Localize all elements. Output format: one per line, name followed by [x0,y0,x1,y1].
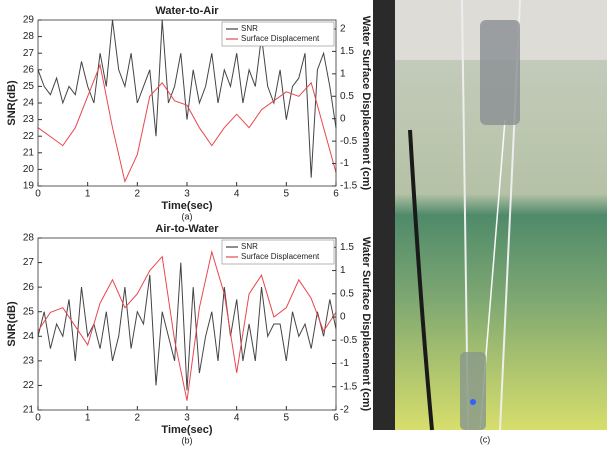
x-tick-label: 6 [333,189,339,200]
y-tick-label: 21 [23,147,35,158]
y-axis-label: SNR(dB) [6,80,18,126]
x-tick-label: 0 [35,413,41,424]
x-tick-label: 3 [184,413,190,424]
x-tick-label: 2 [135,189,141,200]
series-line [37,19,337,178]
x-tick-label: 2 [135,413,141,424]
series-line [37,63,337,184]
y2-tick-label: 0 [340,312,346,323]
caption: (b) [182,435,193,445]
y2-tick-label: -1.5 [340,181,358,192]
y2-tick-label: -1.5 [340,381,358,392]
chart-title: Air-to-Water [155,223,219,235]
photo-device [460,352,486,430]
y-tick-label: 22 [23,131,35,142]
y2-tick-label: 2 [340,24,346,35]
y2-tick-label: -1 [340,158,349,169]
legend-box [221,239,335,265]
y-axis-label: SNR(dB) [6,301,18,347]
legend-label: SNR [241,24,258,33]
photo-frame [373,0,395,430]
y2-tick-label: -0.5 [340,136,358,147]
y-tick-label: 21 [23,405,35,416]
y2-tick-label: 1 [340,265,346,276]
y-tick-label: 19 [23,181,35,192]
y2-tick-label: 0.5 [340,91,354,102]
y2-tick-label: 1.5 [340,242,354,253]
y-tick-label: 25 [23,81,35,92]
y-tick-label: 28 [23,31,35,42]
caption: (a) [182,211,193,221]
legend-label: Surface Displacement [241,252,320,261]
legend-label: SNR [241,242,258,251]
y-tick-label: 26 [23,64,35,75]
y-tick-label: 22 [23,380,35,391]
y2-tick-label: 1 [340,68,346,79]
x-tick-label: 0 [35,189,41,200]
x-tick-label: 1 [85,413,91,424]
series-line [37,262,337,391]
x-axis-label: Time(sec) [161,200,212,212]
y-tick-label: 24 [23,98,35,109]
series-line [37,249,337,401]
y2-tick-label: -2 [340,405,349,416]
photo-device [480,20,520,125]
y2-axis-label: Water Surface Displacement (cm) [360,237,372,412]
y-tick-label: 24 [23,331,35,342]
y-tick-label: 29 [23,15,35,26]
y-tick-label: 26 [23,282,35,293]
y-tick-label: 28 [23,233,35,244]
photo: (c) [373,0,607,444]
x-tick-label: 5 [284,413,290,424]
x-tick-label: 5 [284,189,290,200]
y2-tick-label: 0.5 [340,288,354,299]
x-tick-label: 6 [333,413,339,424]
y2-tick-label: -1 [340,358,349,369]
y-tick-label: 27 [23,257,35,268]
y2-axis-label: Water Surface Displacement (cm) [360,16,372,191]
x-tick-label: 4 [234,413,240,424]
y2-tick-label: -0.5 [340,335,358,346]
y-tick-label: 20 [23,164,35,175]
chart-title: Water-to-Air [155,5,219,17]
y2-tick-label: 1.5 [340,46,354,57]
y-tick-label: 27 [23,48,35,59]
y-tick-label: 25 [23,306,35,317]
x-tick-label: 1 [85,189,91,200]
x-tick-label: 3 [184,189,190,200]
legend-box [221,21,335,47]
photo-led [470,399,476,405]
legend-label: Surface Displacement [241,34,320,43]
x-tick-label: 4 [234,189,240,200]
photo-caption: (c) [480,434,491,444]
x-axis-label: Time(sec) [161,424,212,436]
y2-tick-label: 0 [340,113,346,124]
y-tick-label: 23 [23,114,35,125]
y-tick-label: 23 [23,355,35,366]
photo-cable [408,129,434,431]
